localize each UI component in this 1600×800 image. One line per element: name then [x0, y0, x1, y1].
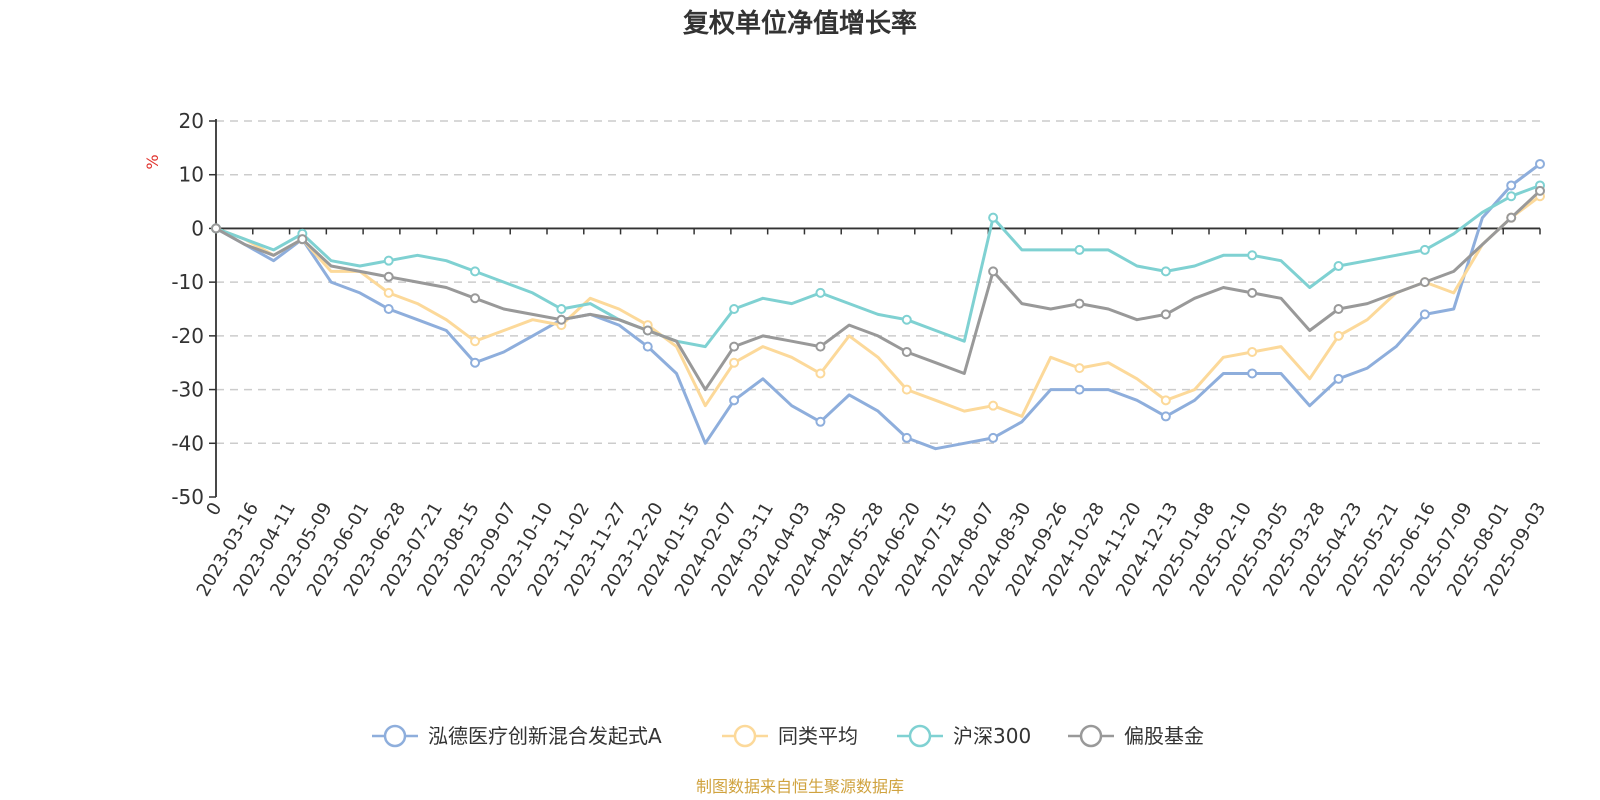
series-point: [815, 341, 826, 352]
series-point: [815, 287, 826, 298]
series-point: [1160, 411, 1171, 422]
legend-item-3[interactable]: 偏股基金: [1068, 724, 1204, 748]
series-point: [901, 384, 912, 395]
series-line-1: [215, 194, 1541, 418]
series-point: [1160, 309, 1171, 320]
series-point: [470, 293, 481, 304]
series-point: [642, 341, 653, 352]
series-point: [729, 395, 740, 406]
series-point: [470, 336, 481, 347]
chart-title: 复权单位净值增长率: [683, 8, 917, 39]
legend-item-0[interactable]: 泓德医疗创新混合发起式A: [372, 724, 662, 748]
series-line-3: [215, 189, 1542, 392]
series-point: [383, 287, 394, 298]
y-tick-label: 10: [179, 163, 204, 187]
series-point: [211, 223, 221, 234]
series-point: [556, 304, 567, 314]
series-point: [1247, 368, 1258, 379]
series-point: [1419, 277, 1430, 288]
series-point: [815, 368, 826, 379]
legend-marker: [1079, 724, 1103, 748]
series-point: [383, 271, 394, 282]
series-point: [901, 432, 912, 443]
series-point: [1160, 266, 1171, 277]
axes: 20100-10-20-30-40-5002023-03-162023-04-1…: [171, 109, 1550, 600]
series-point: [1074, 384, 1085, 395]
legend-label: 沪深300: [953, 724, 1031, 748]
legend-item-1[interactable]: 同类平均: [722, 724, 858, 748]
series-point: [1506, 191, 1517, 202]
series-line-0: [215, 162, 1541, 451]
series-point: [815, 416, 826, 427]
y-tick-label: -50: [171, 485, 204, 509]
legend-marker: [733, 724, 757, 748]
series-point: [1333, 261, 1344, 272]
series-point: [988, 432, 999, 443]
series-point: [1535, 185, 1545, 196]
series-point: [1247, 346, 1258, 357]
series-point: [1247, 250, 1258, 261]
series-point: [729, 357, 740, 368]
series-point: [556, 314, 567, 325]
legend-item-2[interactable]: 沪深300: [897, 724, 1031, 748]
series-point: [1535, 158, 1545, 169]
series-point: [1506, 212, 1517, 223]
series-point: [729, 304, 740, 314]
series-point: [1074, 298, 1085, 309]
series-line-2: [215, 184, 1541, 349]
y-tick-label: 0: [191, 216, 204, 240]
series-point: [1247, 287, 1258, 298]
data-source-note: 制图数据来自恒生聚源数据库: [696, 777, 904, 796]
y-tick-label: -30: [171, 378, 204, 402]
y-tick-label: -40: [171, 431, 204, 455]
series-point: [988, 400, 999, 411]
legend-marker: [383, 724, 407, 748]
legend-label: 偏股基金: [1124, 724, 1204, 748]
series-lines: [211, 158, 1545, 451]
series-point: [1333, 330, 1344, 341]
series-point: [1333, 373, 1344, 384]
series-point: [297, 234, 308, 245]
y-tick-label: -20: [171, 324, 204, 348]
series-point: [470, 357, 481, 368]
series-point: [1074, 244, 1085, 255]
series-point: [1074, 363, 1085, 374]
legend-marker: [908, 724, 932, 748]
series-point: [1160, 395, 1171, 406]
y-tick-label: -10: [171, 270, 204, 294]
series-point: [729, 341, 740, 352]
series-point: [1419, 244, 1430, 255]
series-point: [988, 212, 999, 223]
series-point: [1333, 304, 1344, 314]
y-axis-unit-label: %: [143, 154, 162, 169]
series-point: [642, 325, 653, 336]
legend-label: 泓德医疗创新混合发起式A: [428, 724, 662, 748]
series-point: [383, 304, 394, 314]
series-point: [470, 266, 481, 277]
series-point: [383, 255, 394, 266]
series-point: [901, 314, 912, 325]
x-tick-label: 0: [202, 499, 226, 519]
series-point: [1506, 180, 1517, 191]
y-tick-label: 20: [179, 109, 204, 133]
legend-label: 同类平均: [778, 724, 858, 748]
legend[interactable]: 泓德医疗创新混合发起式A 同类平均 沪深300 偏股基金: [372, 724, 1204, 748]
series-point: [988, 266, 999, 277]
series-point: [901, 346, 912, 357]
series-point: [1419, 309, 1430, 320]
